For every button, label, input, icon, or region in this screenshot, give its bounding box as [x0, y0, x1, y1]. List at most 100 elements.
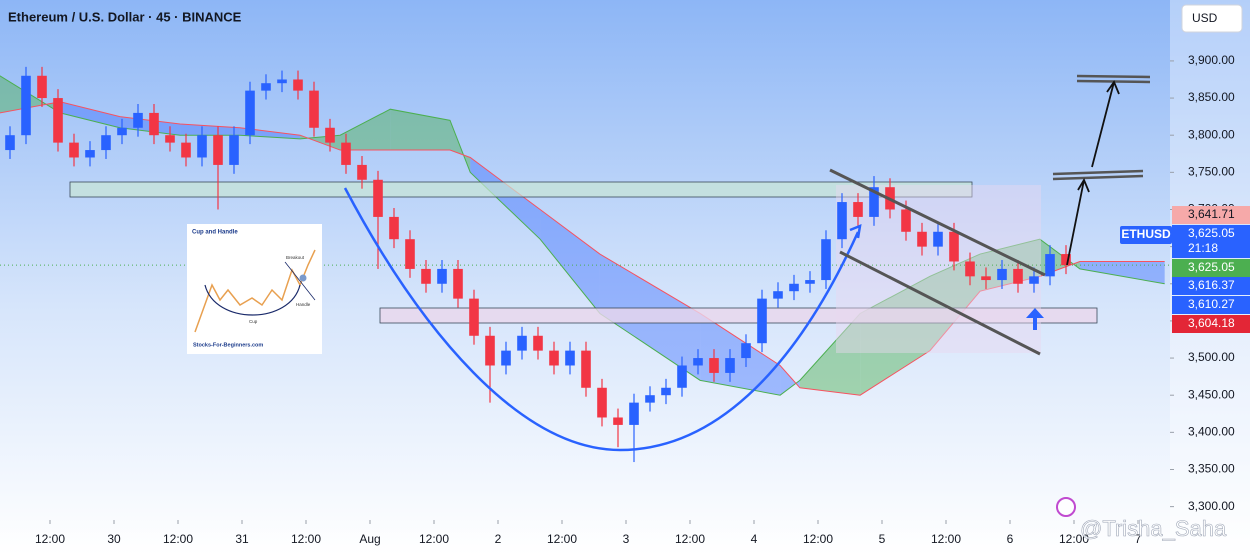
x-tick-label: Aug — [359, 532, 380, 546]
projection-arrow — [1066, 178, 1090, 266]
price-label: 3,616.37 — [1188, 278, 1235, 292]
y-tick-label: 3,850.00 — [1188, 90, 1235, 104]
candle-body — [85, 150, 95, 158]
watermark: @Trisha_Saha — [1080, 516, 1227, 541]
watermark-icon — [1056, 497, 1076, 517]
inset: Cup and Handle Breakout Handle Cup Stock… — [187, 224, 322, 354]
candle-body — [709, 358, 719, 373]
candle-body — [853, 202, 863, 217]
candle-body — [213, 135, 223, 165]
x-tick-label: 6 — [1007, 532, 1014, 546]
y-tick-label: 3,750.00 — [1188, 165, 1235, 179]
candle-body — [53, 98, 63, 143]
cup-arrowhead — [849, 224, 862, 239]
candle-body — [757, 298, 767, 344]
resistance-zone — [69, 181, 973, 198]
cup-curve — [343, 187, 860, 452]
candle-body — [21, 75, 31, 136]
symbol-box — [1120, 226, 1172, 244]
candle-body — [69, 142, 79, 158]
candle-body — [325, 127, 335, 143]
x-tick-label: 2 — [495, 532, 502, 546]
candle-body — [725, 358, 735, 373]
candle-body — [277, 79, 287, 84]
candle-body — [421, 268, 431, 284]
candle-body — [357, 164, 367, 180]
candle-body — [1029, 276, 1039, 284]
target-line — [1052, 169, 1144, 176]
y-tick-label: 3,800.00 — [1188, 127, 1235, 141]
x-tick-label: 12:00 — [291, 532, 321, 546]
inset-label: Breakout — [286, 255, 305, 260]
channel-fill — [836, 185, 1041, 353]
cloud-fill — [340, 109, 391, 151]
candle-body — [373, 179, 383, 217]
cloud-fill — [540, 209, 600, 314]
currency-label[interactable]: USD — [1192, 11, 1218, 25]
symbol-label: ETHUSD — [1121, 227, 1171, 241]
inset-label: Handle — [296, 302, 311, 307]
chart-title: Ethereum / U.S. Dollar · 45 · BINANCE — [8, 9, 242, 24]
cloud-fill — [700, 313, 781, 396]
y-tick-label: 3,900.00 — [1188, 53, 1235, 67]
inset-handle-line — [284, 261, 316, 301]
candle-body — [917, 231, 927, 247]
x-tick-label: 3 — [623, 532, 630, 546]
candle-body — [869, 187, 879, 217]
currency-button[interactable] — [1181, 4, 1243, 33]
candle-body — [245, 90, 255, 136]
candle-body — [517, 335, 527, 351]
candle-body — [549, 350, 559, 366]
candle-body — [1045, 254, 1055, 277]
inset-cup — [204, 284, 301, 316]
price-label: 3,625.05 — [1188, 226, 1235, 240]
price-label: 3,641.71 — [1188, 207, 1235, 221]
candles-layer — [0, 66, 1170, 463]
candle-body — [901, 209, 911, 232]
countdown: 21:18 — [1188, 241, 1218, 255]
candle-body — [197, 135, 207, 158]
candle-body — [165, 135, 175, 143]
candle-body — [293, 79, 303, 91]
candle-body — [933, 231, 943, 247]
y-tick-label: 3,400.00 — [1188, 425, 1235, 439]
candle-body — [789, 283, 799, 292]
candle-body — [501, 350, 511, 366]
price-label: 3,625.05 — [1188, 260, 1235, 274]
cloud-fill — [780, 365, 800, 396]
candle-body — [677, 365, 687, 388]
candle-body — [437, 268, 447, 284]
candle-body — [261, 83, 271, 91]
x-tick-label: 12:00 — [675, 532, 705, 546]
price-label-box — [1172, 315, 1250, 333]
cloud-fill — [930, 254, 981, 351]
x-tick-label: 5 — [879, 532, 886, 546]
candle-body — [5, 135, 15, 151]
cloud-fill — [470, 157, 541, 240]
candle-body — [101, 135, 111, 151]
x-tick-label: 12:00 — [1059, 532, 1089, 546]
cloud-fill — [860, 276, 930, 396]
candle-body — [805, 280, 815, 284]
candle-body — [661, 387, 671, 396]
candle-body — [597, 387, 607, 418]
channel-top — [829, 168, 1046, 277]
candle-body — [565, 350, 575, 366]
x-tick-label: 4 — [751, 532, 758, 546]
target-line — [1076, 74, 1151, 79]
x-tick-label: 7 — [1135, 532, 1142, 546]
candle-body — [949, 231, 959, 262]
x-tick-label: 12:00 — [163, 532, 193, 546]
x-tick-label: 31 — [235, 532, 249, 546]
candle-body — [133, 112, 143, 128]
y-tick-label: 3,350.00 — [1188, 462, 1235, 476]
x-tick-label: 12:00 — [803, 532, 833, 546]
candle-body — [181, 142, 191, 158]
candle-body — [533, 335, 543, 351]
price-label-box — [1172, 277, 1250, 295]
candle-body — [629, 402, 639, 425]
candle-body — [821, 239, 831, 281]
x-tick-label: 12:00 — [547, 532, 577, 546]
cloud-fill — [60, 101, 120, 128]
